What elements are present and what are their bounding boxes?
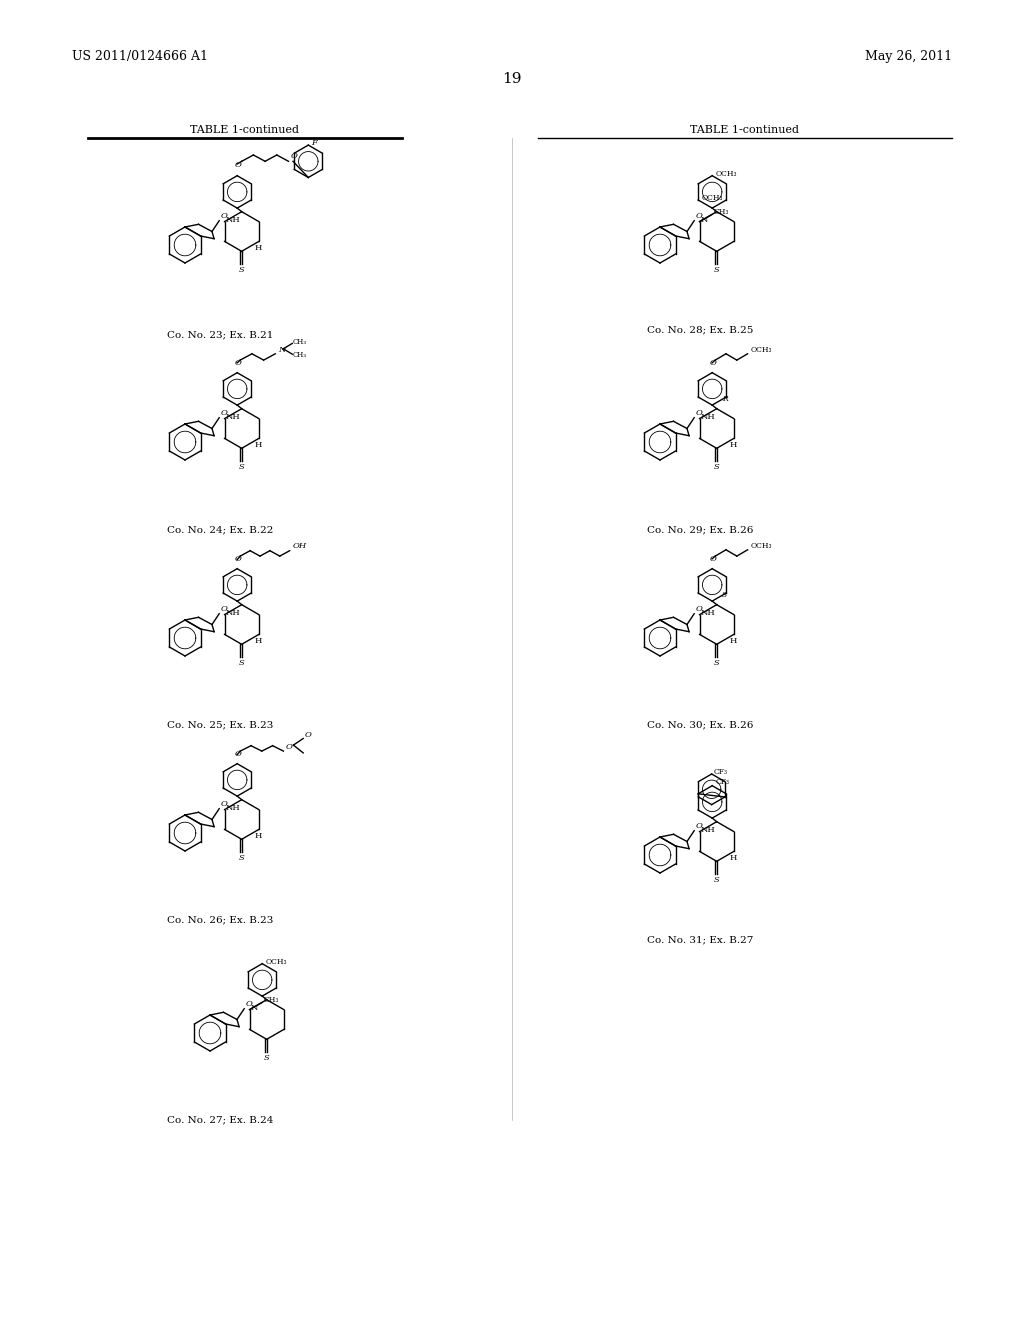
Text: N: N: [279, 346, 286, 354]
Text: CH₃: CH₃: [264, 995, 280, 1003]
Text: O: O: [695, 409, 702, 417]
Text: O: O: [695, 211, 702, 219]
Text: O: O: [305, 731, 312, 739]
Text: TABLE 1-continued: TABLE 1-continued: [190, 125, 299, 135]
Text: NH: NH: [225, 609, 241, 616]
Text: CF₃: CF₃: [715, 777, 729, 785]
Text: Co. No. 30; Ex. B.26: Co. No. 30; Ex. B.26: [647, 719, 754, 729]
Text: H: H: [254, 638, 261, 645]
Text: O: O: [695, 605, 702, 612]
Text: O: O: [234, 359, 241, 367]
Text: O: O: [695, 821, 702, 830]
Text: H: H: [729, 441, 736, 449]
Text: O: O: [234, 554, 241, 562]
Text: CH₃: CH₃: [293, 351, 306, 359]
Text: O: O: [710, 359, 716, 367]
Text: H: H: [254, 833, 261, 841]
Text: O: O: [220, 605, 227, 612]
Text: CF₃: CF₃: [714, 768, 728, 776]
Text: F: F: [311, 139, 317, 147]
Text: OH: OH: [293, 541, 307, 549]
Text: NH: NH: [225, 215, 241, 223]
Text: S: S: [714, 659, 720, 667]
Text: S: S: [239, 854, 245, 862]
Text: Co. No. 29; Ex. B.26: Co. No. 29; Ex. B.26: [647, 525, 754, 535]
Text: H: H: [254, 441, 261, 449]
Text: CH₃: CH₃: [714, 207, 729, 215]
Text: May 26, 2011: May 26, 2011: [865, 50, 952, 63]
Text: O: O: [710, 554, 716, 562]
Text: R: R: [722, 395, 727, 403]
Text: O: O: [286, 743, 292, 751]
Text: US 2011/0124666 A1: US 2011/0124666 A1: [72, 50, 208, 63]
Text: OCH₃: OCH₃: [715, 170, 736, 178]
Text: NH: NH: [225, 804, 241, 812]
Text: NH: NH: [700, 413, 716, 421]
Text: NH: NH: [700, 609, 716, 616]
Text: NH: NH: [225, 413, 241, 421]
Text: Co. No. 28; Ex. B.25: Co. No. 28; Ex. B.25: [647, 325, 754, 334]
Text: H: H: [729, 854, 736, 862]
Text: OCH₃: OCH₃: [751, 541, 772, 550]
Text: Co. No. 23; Ex. B.21: Co. No. 23; Ex. B.21: [167, 330, 273, 339]
Text: O: O: [220, 800, 227, 808]
Text: O: O: [220, 211, 227, 219]
Text: TABLE 1-continued: TABLE 1-continued: [690, 125, 800, 135]
Text: O: O: [291, 152, 297, 160]
Text: O: O: [234, 161, 241, 169]
Text: S: S: [714, 265, 720, 273]
Text: S: S: [239, 659, 245, 667]
Text: OCH₃: OCH₃: [701, 194, 723, 202]
Text: H: H: [254, 244, 261, 252]
Text: S: S: [239, 265, 245, 273]
Text: O: O: [234, 750, 241, 758]
Text: S: S: [264, 1053, 269, 1061]
Text: Co. No. 27; Ex. B.24: Co. No. 27; Ex. B.24: [167, 1115, 273, 1125]
Text: 19: 19: [502, 73, 522, 86]
Text: N: N: [700, 215, 708, 223]
Text: OCH₃: OCH₃: [265, 958, 287, 966]
Text: O: O: [220, 409, 227, 417]
Text: N: N: [251, 1003, 258, 1011]
Text: Co. No. 25; Ex. B.23: Co. No. 25; Ex. B.23: [167, 719, 273, 729]
Text: S: S: [722, 591, 727, 599]
Text: S: S: [714, 463, 720, 471]
Text: O: O: [245, 999, 252, 1007]
Text: S: S: [239, 463, 245, 471]
Text: H: H: [729, 638, 736, 645]
Text: OCH₃: OCH₃: [751, 346, 772, 354]
Text: Co. No. 26; Ex. B.23: Co. No. 26; Ex. B.23: [167, 915, 273, 924]
Text: Co. No. 31; Ex. B.27: Co. No. 31; Ex. B.27: [647, 935, 754, 944]
Text: Co. No. 24; Ex. B.22: Co. No. 24; Ex. B.22: [167, 525, 273, 535]
Text: CH₃: CH₃: [293, 338, 306, 346]
Text: S: S: [714, 876, 720, 884]
Text: NH: NH: [700, 825, 716, 834]
